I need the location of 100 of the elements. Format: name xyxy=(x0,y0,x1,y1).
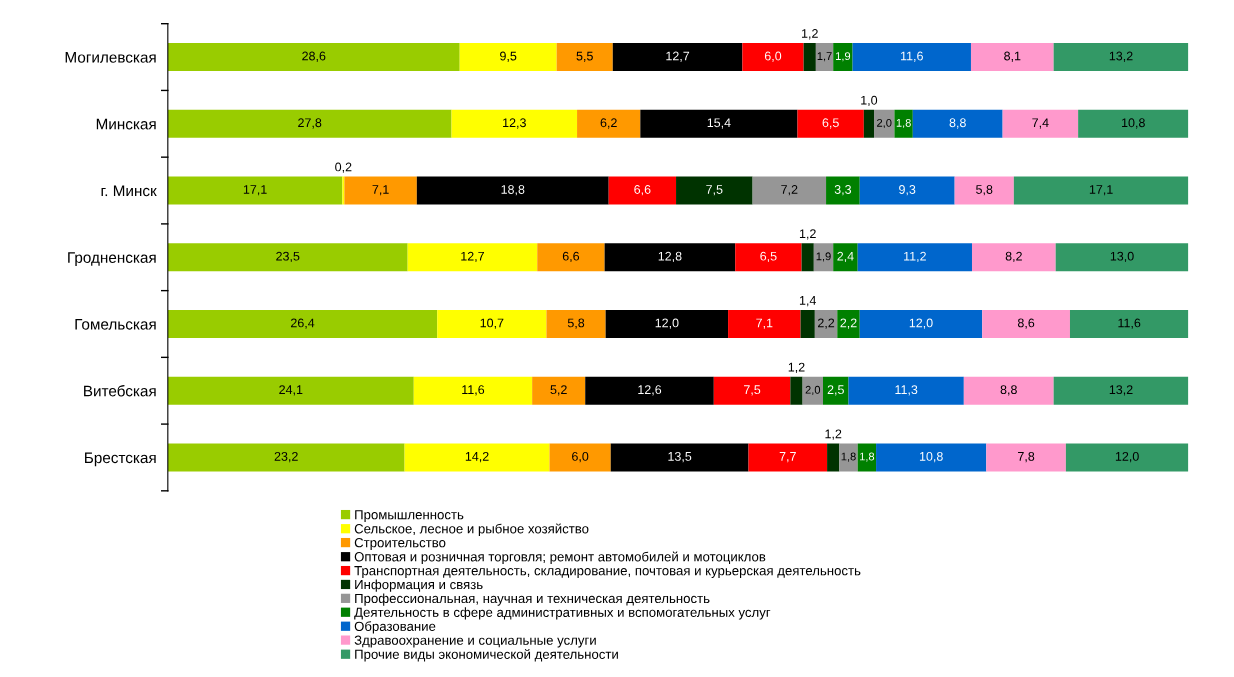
data-label: 12,7 xyxy=(666,51,690,62)
bar xyxy=(605,309,729,339)
data-label: 17,1 xyxy=(1089,185,1113,196)
y-tick-label: г. Минск xyxy=(101,185,157,197)
bar xyxy=(735,243,802,272)
data-label: 2,0 xyxy=(805,385,821,396)
data-label: 7,7 xyxy=(779,452,796,463)
data-label: 18,8 xyxy=(501,185,525,196)
bar xyxy=(537,243,605,272)
data-label: 5,8 xyxy=(567,318,585,329)
bar xyxy=(982,309,1070,339)
data-label: 1,8 xyxy=(841,452,856,462)
bar xyxy=(1065,443,1189,472)
bar xyxy=(1053,43,1189,72)
legend-label: Образование xyxy=(354,621,436,634)
data-label: 6,2 xyxy=(600,118,617,129)
bar xyxy=(839,443,858,472)
data-label: 1,8 xyxy=(896,118,911,129)
bar xyxy=(876,443,987,472)
bar xyxy=(848,376,964,405)
bar xyxy=(604,243,736,272)
bar xyxy=(577,109,641,138)
bar xyxy=(1053,376,1189,405)
bar xyxy=(823,376,849,405)
bar xyxy=(167,376,414,405)
legend-label: Информация и связь xyxy=(355,579,483,592)
bar xyxy=(1002,109,1079,138)
data-label: 1,2 xyxy=(788,362,805,374)
y-tick-label: Гомельская xyxy=(75,319,156,330)
data-label: 6,6 xyxy=(634,185,651,196)
data-label: 1,7 xyxy=(817,52,832,62)
data-label: 7,4 xyxy=(1032,118,1049,129)
data-label: 8,2 xyxy=(1005,251,1022,263)
bar xyxy=(863,109,875,138)
data-label: 13,5 xyxy=(668,451,692,463)
data-label: 8,6 xyxy=(1017,318,1035,329)
legend-label: Профессиональная, научная и техническая деятельность xyxy=(355,593,710,606)
data-label: 9,3 xyxy=(899,185,916,196)
bar xyxy=(857,243,972,272)
bar xyxy=(167,43,460,72)
legend-label: Строительство xyxy=(354,537,446,550)
data-label: 12,7 xyxy=(461,251,484,263)
data-label: 12,3 xyxy=(503,118,526,129)
data-label: 5,5 xyxy=(576,51,593,62)
data-label: 1,8 xyxy=(860,452,875,462)
data-label: 9,5 xyxy=(500,51,517,62)
bar xyxy=(407,243,538,272)
data-label: 11,6 xyxy=(901,51,923,62)
bar xyxy=(585,376,714,405)
legend-label: Здравоохранение и социальные услуги xyxy=(354,635,596,648)
bar xyxy=(1078,109,1189,138)
data-label: 11,6 xyxy=(1118,318,1141,329)
bar xyxy=(167,309,438,339)
data-label: 2,5 xyxy=(827,385,844,396)
data-label: 8,8 xyxy=(1000,385,1017,396)
bar xyxy=(344,176,417,205)
bar xyxy=(742,43,804,72)
bar xyxy=(1055,243,1189,272)
data-label: 6,5 xyxy=(822,118,839,129)
data-label: 14,2 xyxy=(465,451,489,463)
y-tick-label: Минская xyxy=(96,118,156,130)
bar xyxy=(963,376,1054,405)
data-label: 7,1 xyxy=(756,318,773,329)
bar xyxy=(852,43,971,72)
data-label: 17,1 xyxy=(243,185,267,196)
bar xyxy=(167,176,343,205)
data-label: 12,0 xyxy=(655,318,679,329)
data-label: 26,4 xyxy=(291,318,315,329)
data-label: 1,9 xyxy=(816,252,831,262)
bar xyxy=(451,109,578,138)
data-label: 2,4 xyxy=(837,251,854,263)
bar xyxy=(790,376,803,405)
bar xyxy=(556,43,613,72)
data-label: 10,8 xyxy=(919,451,943,463)
bar xyxy=(826,176,860,205)
legend-label: Промышленность xyxy=(355,510,464,522)
data-label: 7,2 xyxy=(781,185,798,196)
bar xyxy=(437,309,547,339)
data-label: 10,8 xyxy=(1122,118,1145,129)
data-label: 8,8 xyxy=(949,118,966,129)
data-label: 12,8 xyxy=(658,251,682,263)
data-label: 7,1 xyxy=(372,185,389,196)
data-label: 1,9 xyxy=(836,52,851,62)
legend-label: Деятельность в сфере административных и вспомогательных услуг xyxy=(354,607,771,620)
bar xyxy=(801,243,814,272)
bar xyxy=(1069,309,1189,339)
data-label: 2,2 xyxy=(818,318,835,329)
bar xyxy=(859,176,955,205)
bar xyxy=(640,109,798,138)
bar xyxy=(459,43,557,72)
bar xyxy=(413,376,533,405)
bar xyxy=(167,443,405,472)
bar xyxy=(404,443,550,472)
data-label: 1,4 xyxy=(799,296,817,307)
data-label: 13,0 xyxy=(1110,251,1134,263)
data-label: 7,5 xyxy=(744,385,761,396)
data-label: 10,7 xyxy=(480,318,504,329)
bar xyxy=(803,43,816,72)
data-label: 11,3 xyxy=(895,385,918,396)
data-label: 6,0 xyxy=(764,51,782,62)
